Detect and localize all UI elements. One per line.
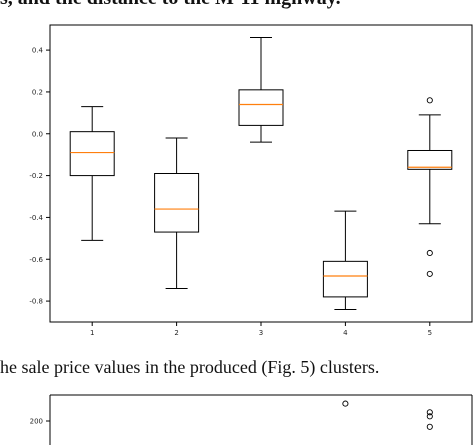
box-iqr [69, 131, 115, 177]
outlier-point [426, 409, 433, 416]
y-tick-label: -0.8 [29, 298, 43, 306]
box-cluster-1 [69, 106, 115, 241]
box-cluster-5 [407, 97, 453, 277]
box-iqr [407, 149, 453, 170]
outlier-point [426, 249, 433, 257]
y-tick-label: -0.2 [29, 172, 43, 180]
box-cluster-3 [238, 37, 284, 143]
x-tick-label: 3 [259, 329, 263, 337]
boxplot-chart: 0.4 0.2 0.0 -0.2 -0.4 -0.6 -0.8 1 2 3 4 5 [29, 24, 473, 337]
x-tick-label: 1 [90, 329, 94, 337]
box-iqr [322, 260, 368, 298]
outlier-point [426, 97, 433, 104]
x-tick-label: 4 [343, 329, 348, 337]
box-iqr [154, 173, 200, 233]
figure-caption: he sale price values in the produced (Fi… [0, 357, 380, 377]
outlier-point [342, 400, 349, 407]
outlier-point [426, 270, 433, 277]
y-tick-label: 200 [30, 418, 43, 426]
y-tick-label: -0.4 [29, 214, 43, 222]
box-iqr [238, 89, 284, 126]
y-tick-label: 0.2 [32, 88, 43, 96]
outlier-point [426, 423, 433, 430]
y-tick-label: 0.0 [32, 130, 43, 138]
y-tick-label: -0.6 [29, 256, 43, 264]
x-tick-label: 5 [428, 329, 432, 337]
x-tick-label: 2 [174, 329, 178, 337]
outlier-point [426, 413, 433, 420]
y-tick-label: 0.4 [32, 47, 44, 55]
box-cluster-2 [154, 137, 200, 290]
box-cluster-4 [322, 210, 368, 310]
preceding-text-fragment: s, and the distance to the M-11 highway. [0, 0, 474, 10]
